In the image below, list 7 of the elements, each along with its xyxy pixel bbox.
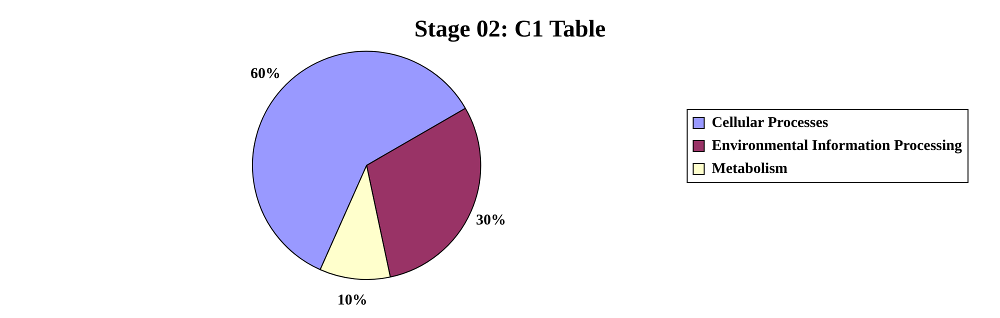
data-label: 10%: [337, 292, 368, 309]
legend-label: Environmental Information Processing: [712, 138, 962, 154]
data-label: 60%: [250, 66, 280, 82]
data-label: 30%: [476, 212, 506, 229]
chart-title: Stage 02: C1 Table: [414, 16, 606, 43]
legend-label: Cellular Processes: [712, 114, 828, 131]
legend-label: Metabolism: [712, 160, 788, 177]
